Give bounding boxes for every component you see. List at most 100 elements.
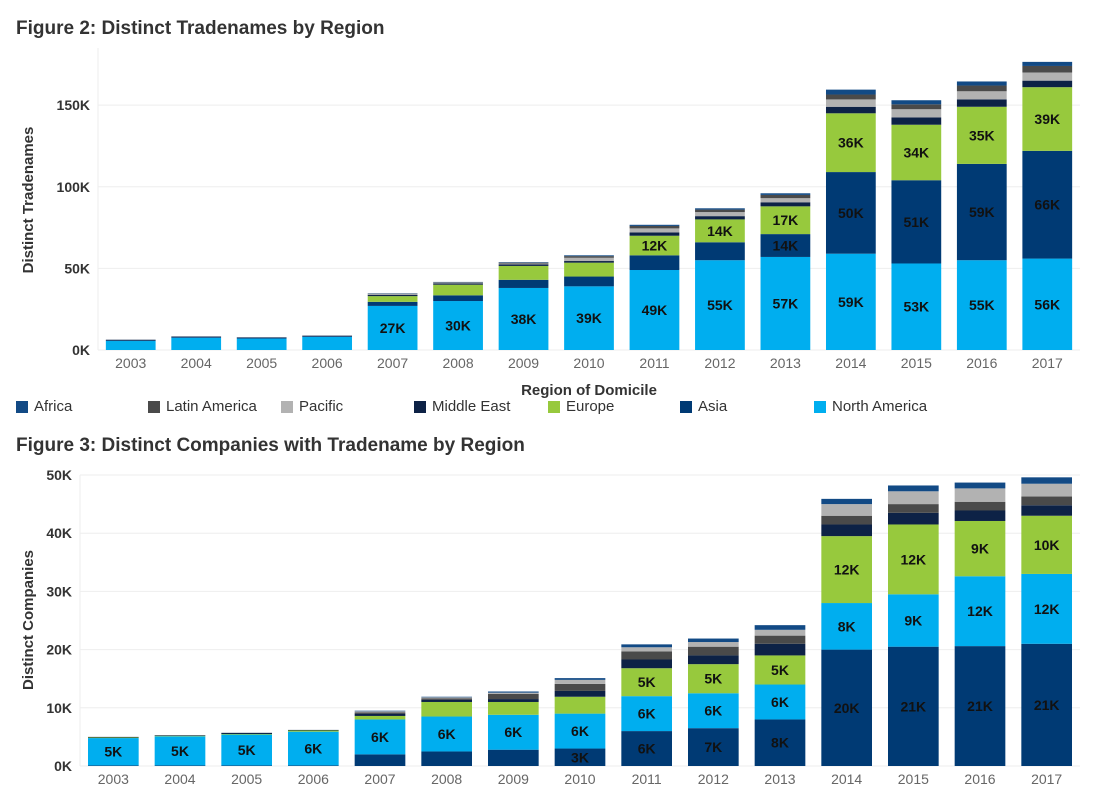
bar-africa-2008	[421, 696, 472, 698]
bar-north-america-2003	[105, 341, 156, 350]
bar-middle-east-2017	[1021, 505, 1072, 516]
bar-middle-east-2013	[760, 202, 811, 207]
x-tick-label: 2012	[704, 355, 735, 371]
data-label-north-america-2008: 6K	[438, 726, 456, 742]
bar-latin-america-2010	[554, 683, 606, 691]
bar-europe-2010	[554, 696, 606, 714]
bar-pacific-2008	[433, 282, 483, 284]
bar-africa-2012	[688, 638, 739, 643]
bar-middle-east-2010	[564, 261, 614, 263]
x-tick-label: 2015	[901, 355, 932, 371]
bar-asia-2014	[821, 649, 872, 766]
bar-north-america-2008	[433, 301, 483, 350]
legend-swatch-pacific	[281, 400, 293, 413]
bar-pacific-2012	[688, 642, 739, 647]
data-label-europe-2015: 34K	[903, 144, 929, 160]
bar-asia-2004	[171, 336, 222, 338]
bar-asia-2012	[688, 728, 739, 766]
bar-pacific-2009	[498, 263, 549, 265]
data-label-europe-2013: 5K	[771, 662, 789, 678]
bar-asia-2016	[954, 646, 1006, 766]
data-label-north-america-2005: 5K	[238, 742, 256, 758]
bar-pacific-2007	[367, 294, 418, 295]
data-label-europe-2013: 17K	[773, 212, 799, 228]
bar-asia-2004	[154, 765, 206, 766]
figure-2-title: Figure 2: Distinct Tradenames by Region	[16, 18, 385, 39]
bar-pacific-2015	[891, 109, 942, 118]
data-label-north-america-2015: 9K	[904, 613, 922, 629]
legend-item-africa[interactable]: Africa	[16, 398, 72, 415]
bar-north-america-2003	[88, 738, 139, 766]
legend: Africa Latin America Pacific Middle East…	[0, 398, 1100, 420]
x-tick-label: 2009	[508, 355, 539, 371]
x-tick-label: 2003	[115, 355, 146, 371]
bar-latin-america-2015	[888, 504, 939, 513]
bar-asia-2007	[367, 301, 418, 306]
legend-item-middle-east[interactable]: Middle East	[414, 398, 510, 415]
x-tick-label: 2012	[698, 771, 729, 787]
bar-north-america-2017	[1021, 573, 1072, 644]
bar-europe-2006	[288, 730, 339, 732]
legend-swatch-middle-east	[414, 400, 426, 413]
bar-europe-2014	[821, 536, 872, 604]
bar-europe-2013	[754, 655, 806, 685]
data-label-asia-2014: 20K	[834, 700, 860, 716]
bar-north-america-2012	[695, 260, 745, 350]
y-tick-label: 0K	[54, 758, 72, 774]
data-label-asia-2013: 8K	[771, 735, 789, 751]
y-tick-label: 50K	[64, 260, 90, 276]
bar-latin-america-2009	[498, 262, 549, 264]
data-label-north-america-2011: 6K	[638, 706, 656, 722]
bar-europe-2017	[1021, 515, 1072, 574]
x-tick-label: 2013	[764, 771, 795, 787]
bar-africa-2013	[760, 193, 811, 195]
bar-pacific-2017	[1021, 483, 1072, 497]
legend-item-asia[interactable]: Asia	[680, 398, 727, 415]
bar-north-america-2014	[825, 253, 876, 350]
y-axis-label: Distinct Tradenames	[20, 127, 37, 274]
x-tick-label: 2007	[364, 771, 395, 787]
bar-north-america-2007	[354, 719, 406, 755]
data-label-north-america-2009: 6K	[504, 724, 522, 740]
x-tick-label: 2011	[639, 355, 669, 371]
bar-europe-2008	[421, 701, 472, 717]
legend-item-europe[interactable]: Europe	[548, 398, 614, 415]
x-tick-label: 2011	[632, 771, 662, 787]
bar-asia-2006	[288, 765, 339, 766]
legend-item-pacific[interactable]: Pacific	[281, 398, 343, 415]
bar-europe-2005	[221, 733, 272, 735]
bar-asia-2011	[621, 731, 672, 766]
data-label-north-america-2013: 57K	[773, 295, 799, 311]
y-tick-label: 40K	[46, 525, 72, 541]
bar-asia-2003	[105, 340, 156, 342]
x-tick-label: 2017	[1031, 771, 1062, 787]
bar-europe-2016	[954, 520, 1006, 577]
bar-pacific-2010	[554, 679, 606, 684]
legend-item-latin-america[interactable]: Latin America	[148, 398, 257, 415]
y-tick-label: 100K	[57, 179, 90, 195]
data-label-north-america-2014: 59K	[838, 294, 864, 310]
x-tick-label: 2006	[298, 771, 329, 787]
bar-middle-east-2007	[367, 294, 418, 297]
x-tick-label: 2006	[312, 355, 343, 371]
data-label-asia-2015: 51K	[903, 214, 929, 230]
x-tick-label: 2005	[246, 355, 277, 371]
bar-pacific-2013	[760, 198, 811, 203]
bar-europe-2008	[433, 284, 483, 296]
data-label-europe-2012: 14K	[707, 223, 733, 239]
bar-middle-east-2007	[354, 713, 406, 716]
data-label-asia-2016: 21K	[967, 698, 993, 714]
x-tick-label: 2004	[164, 771, 195, 787]
bar-africa-2015	[888, 485, 939, 492]
bar-latin-america-2008	[421, 698, 472, 700]
bar-north-america-2009	[488, 714, 539, 750]
y-tick-label: 0K	[72, 342, 90, 358]
legend-item-north-america[interactable]: North America	[814, 398, 927, 415]
legend-label-latin-america: Latin America	[166, 398, 257, 415]
bar-africa-2011	[621, 644, 672, 648]
bar-north-america-2004	[171, 337, 222, 350]
bar-pacific-2007	[354, 711, 406, 713]
bar-asia-2014	[825, 172, 876, 254]
data-label-north-america-2009: 38K	[511, 311, 537, 327]
bar-middle-east-2008	[421, 699, 472, 702]
